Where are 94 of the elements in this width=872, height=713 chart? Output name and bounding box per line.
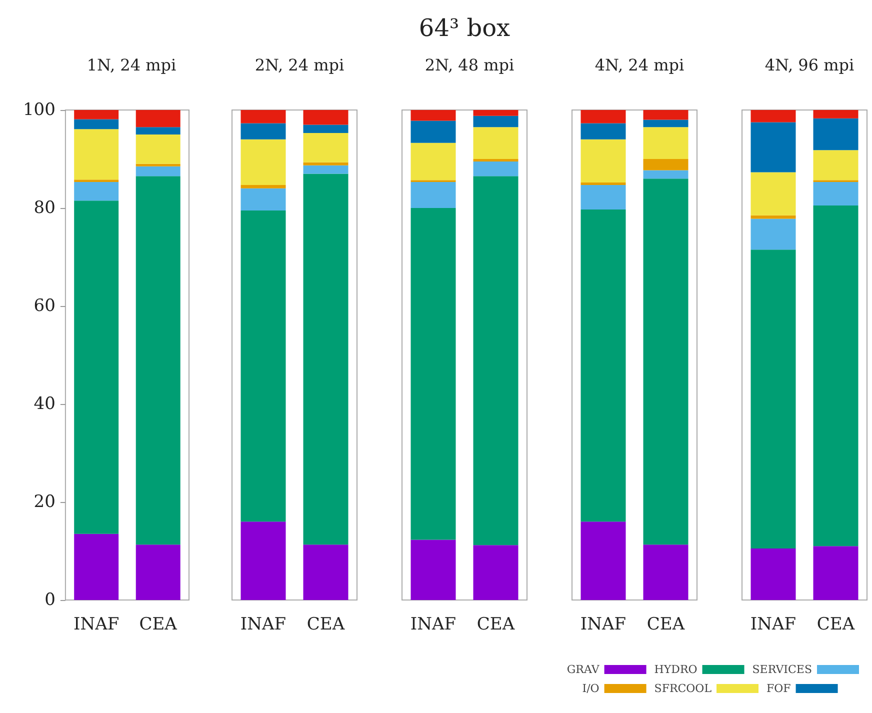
chart-subtitle: 2N, 24 mpi xyxy=(254,56,344,74)
x-tick-label: CEA xyxy=(476,614,516,634)
bar xyxy=(410,182,456,208)
bar xyxy=(303,162,348,166)
x-tick-label: CEA xyxy=(816,614,856,634)
bar xyxy=(643,544,688,600)
bar xyxy=(750,215,796,219)
bar xyxy=(750,548,796,600)
x-tick-label: INAF xyxy=(750,614,796,634)
bar xyxy=(410,540,456,600)
legend-label: I/O xyxy=(582,682,600,695)
bar xyxy=(136,544,180,600)
bar xyxy=(643,110,688,120)
bar xyxy=(473,176,518,546)
bar xyxy=(813,150,858,180)
bar xyxy=(74,200,119,534)
bar xyxy=(136,164,180,166)
bar xyxy=(813,546,858,600)
bar xyxy=(410,110,456,121)
bar xyxy=(750,250,796,549)
bar xyxy=(580,123,626,140)
chart-title: 64³ box xyxy=(418,14,512,42)
bar xyxy=(74,110,119,120)
bar xyxy=(303,124,348,134)
y-tick-label: 40 xyxy=(34,394,56,414)
y-tick-label: 0 xyxy=(44,590,56,610)
bar xyxy=(240,110,286,124)
bar xyxy=(750,122,796,172)
bar xyxy=(303,544,348,600)
bar xyxy=(643,127,688,159)
x-tick-label: INAF xyxy=(240,614,286,634)
bar xyxy=(136,166,180,176)
y-tick-label: 60 xyxy=(34,296,56,316)
bar xyxy=(240,210,286,522)
bar xyxy=(240,522,286,600)
bar xyxy=(240,188,286,210)
bar xyxy=(74,182,119,201)
legend-label: HYDRO xyxy=(654,663,698,676)
bar xyxy=(580,522,626,600)
bar xyxy=(580,110,626,124)
bar xyxy=(303,110,348,125)
bar xyxy=(74,534,119,600)
bar xyxy=(473,116,518,128)
bar xyxy=(303,133,348,162)
bar xyxy=(240,139,286,185)
bar xyxy=(410,208,456,540)
bar xyxy=(303,165,348,174)
y-tick-label: 20 xyxy=(34,492,56,512)
x-tick-label: INAF xyxy=(410,614,456,634)
bar xyxy=(136,110,180,128)
legend-label: GRAV xyxy=(566,663,600,676)
bar xyxy=(473,545,518,600)
bar xyxy=(136,127,180,134)
bar xyxy=(303,174,348,545)
x-tick-label: INAF xyxy=(580,614,626,634)
bar xyxy=(136,176,180,545)
bar xyxy=(643,170,688,179)
bar xyxy=(74,129,119,180)
bar xyxy=(643,120,688,128)
bar xyxy=(580,209,626,522)
bar xyxy=(473,110,518,116)
x-tick-label: CEA xyxy=(646,614,686,634)
chart-subtitle: 1N, 24 mpi xyxy=(86,56,176,74)
bar xyxy=(750,110,796,122)
legend-label: SERVICES xyxy=(752,663,812,676)
x-tick-label: CEA xyxy=(139,614,178,634)
legend-label: SFRCOOL xyxy=(654,682,712,695)
chart-subtitle: 4N, 96 mpi xyxy=(764,56,854,74)
bar xyxy=(750,218,796,250)
bar xyxy=(473,161,518,176)
bar xyxy=(580,139,626,183)
legend-label: FOF xyxy=(766,682,792,695)
chart-subtitle: 4N, 24 mpi xyxy=(594,56,684,74)
bar xyxy=(643,178,688,545)
chart-subtitle: 2N, 48 mpi xyxy=(424,56,514,74)
x-tick-label: INAF xyxy=(74,614,120,634)
bar xyxy=(813,182,858,206)
bar xyxy=(750,172,796,216)
bar xyxy=(74,180,119,182)
bar xyxy=(410,142,456,180)
x-tick-label: CEA xyxy=(306,614,346,634)
bar xyxy=(813,206,858,546)
bar xyxy=(240,123,286,140)
bar xyxy=(813,110,858,118)
y-tick-label: 80 xyxy=(34,198,56,218)
bar xyxy=(643,159,688,170)
bar xyxy=(410,120,456,143)
bar xyxy=(580,184,626,210)
bar xyxy=(74,119,119,130)
y-tick-label: 100 xyxy=(22,100,56,120)
bar xyxy=(240,184,286,188)
bar xyxy=(136,134,180,164)
bar xyxy=(473,127,518,159)
bar xyxy=(813,118,858,150)
